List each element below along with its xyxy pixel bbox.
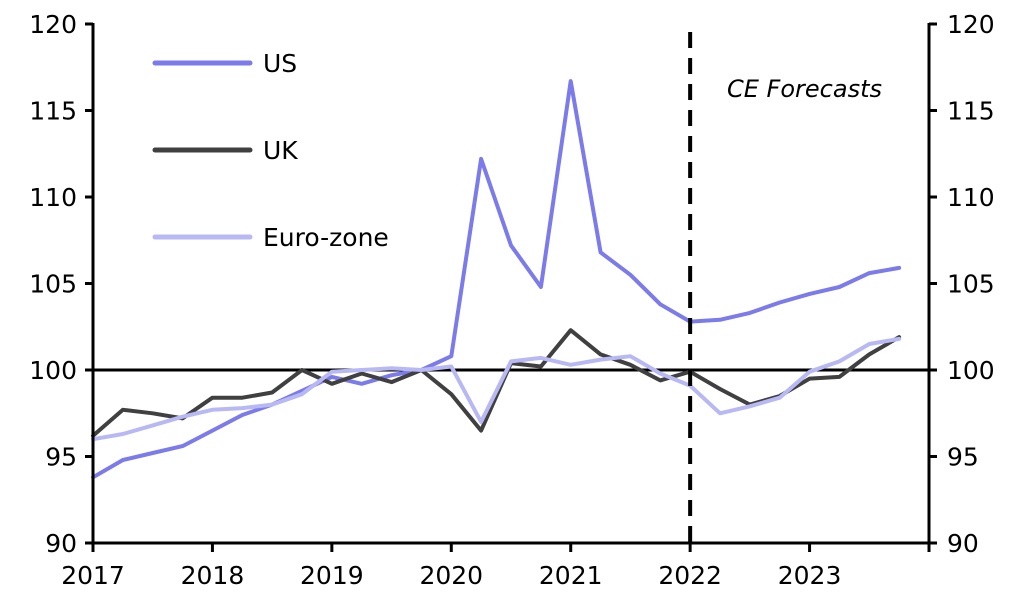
y-tick-label-right: 110 — [947, 183, 995, 212]
y-tick-label-right: 95 — [947, 443, 979, 472]
x-tick-label: 2021 — [539, 561, 603, 590]
x-tick-label: 2023 — [778, 561, 842, 590]
x-tick-label: 2018 — [181, 561, 245, 590]
legend-label-us: US — [263, 49, 297, 78]
y-tick-label-left: 105 — [29, 270, 77, 299]
y-tick-label-right: 120 — [947, 10, 995, 39]
legend: US UK Euro-zone — [152, 49, 389, 252]
y-tick-label-left: 120 — [29, 10, 77, 39]
x-tick-label: 2019 — [300, 561, 364, 590]
y-tick-label-right: 105 — [947, 270, 995, 299]
series-line-euro-zone — [91, 336, 902, 442]
forecast-annotation: CE Forecasts — [727, 75, 882, 103]
x-tick-label: 2017 — [61, 561, 125, 590]
y-tick-label-left: 110 — [29, 183, 77, 212]
x-tick-label: 2022 — [658, 561, 722, 590]
y-tick-label-right: 90 — [947, 529, 979, 558]
y-tick-label-left: 90 — [45, 529, 77, 558]
legend-label-uk: UK — [263, 136, 298, 165]
y-tick-label-right: 100 — [947, 356, 995, 385]
series-line-uk — [91, 328, 902, 438]
legend-label-euro-zone: Euro-zone — [263, 223, 389, 252]
series-lines — [91, 79, 902, 480]
y-tick-label-left: 95 — [45, 443, 77, 472]
y-tick-label-left: 115 — [29, 97, 77, 126]
series-line-us — [91, 79, 902, 480]
y-tick-label-left: 100 — [29, 356, 77, 385]
x-tick-label: 2020 — [419, 561, 483, 590]
y-tick-label-right: 115 — [947, 97, 995, 126]
axes: 90 90 95 95 100 100 105 105 110 110 115 115 120 120 20… — [29, 10, 994, 590]
